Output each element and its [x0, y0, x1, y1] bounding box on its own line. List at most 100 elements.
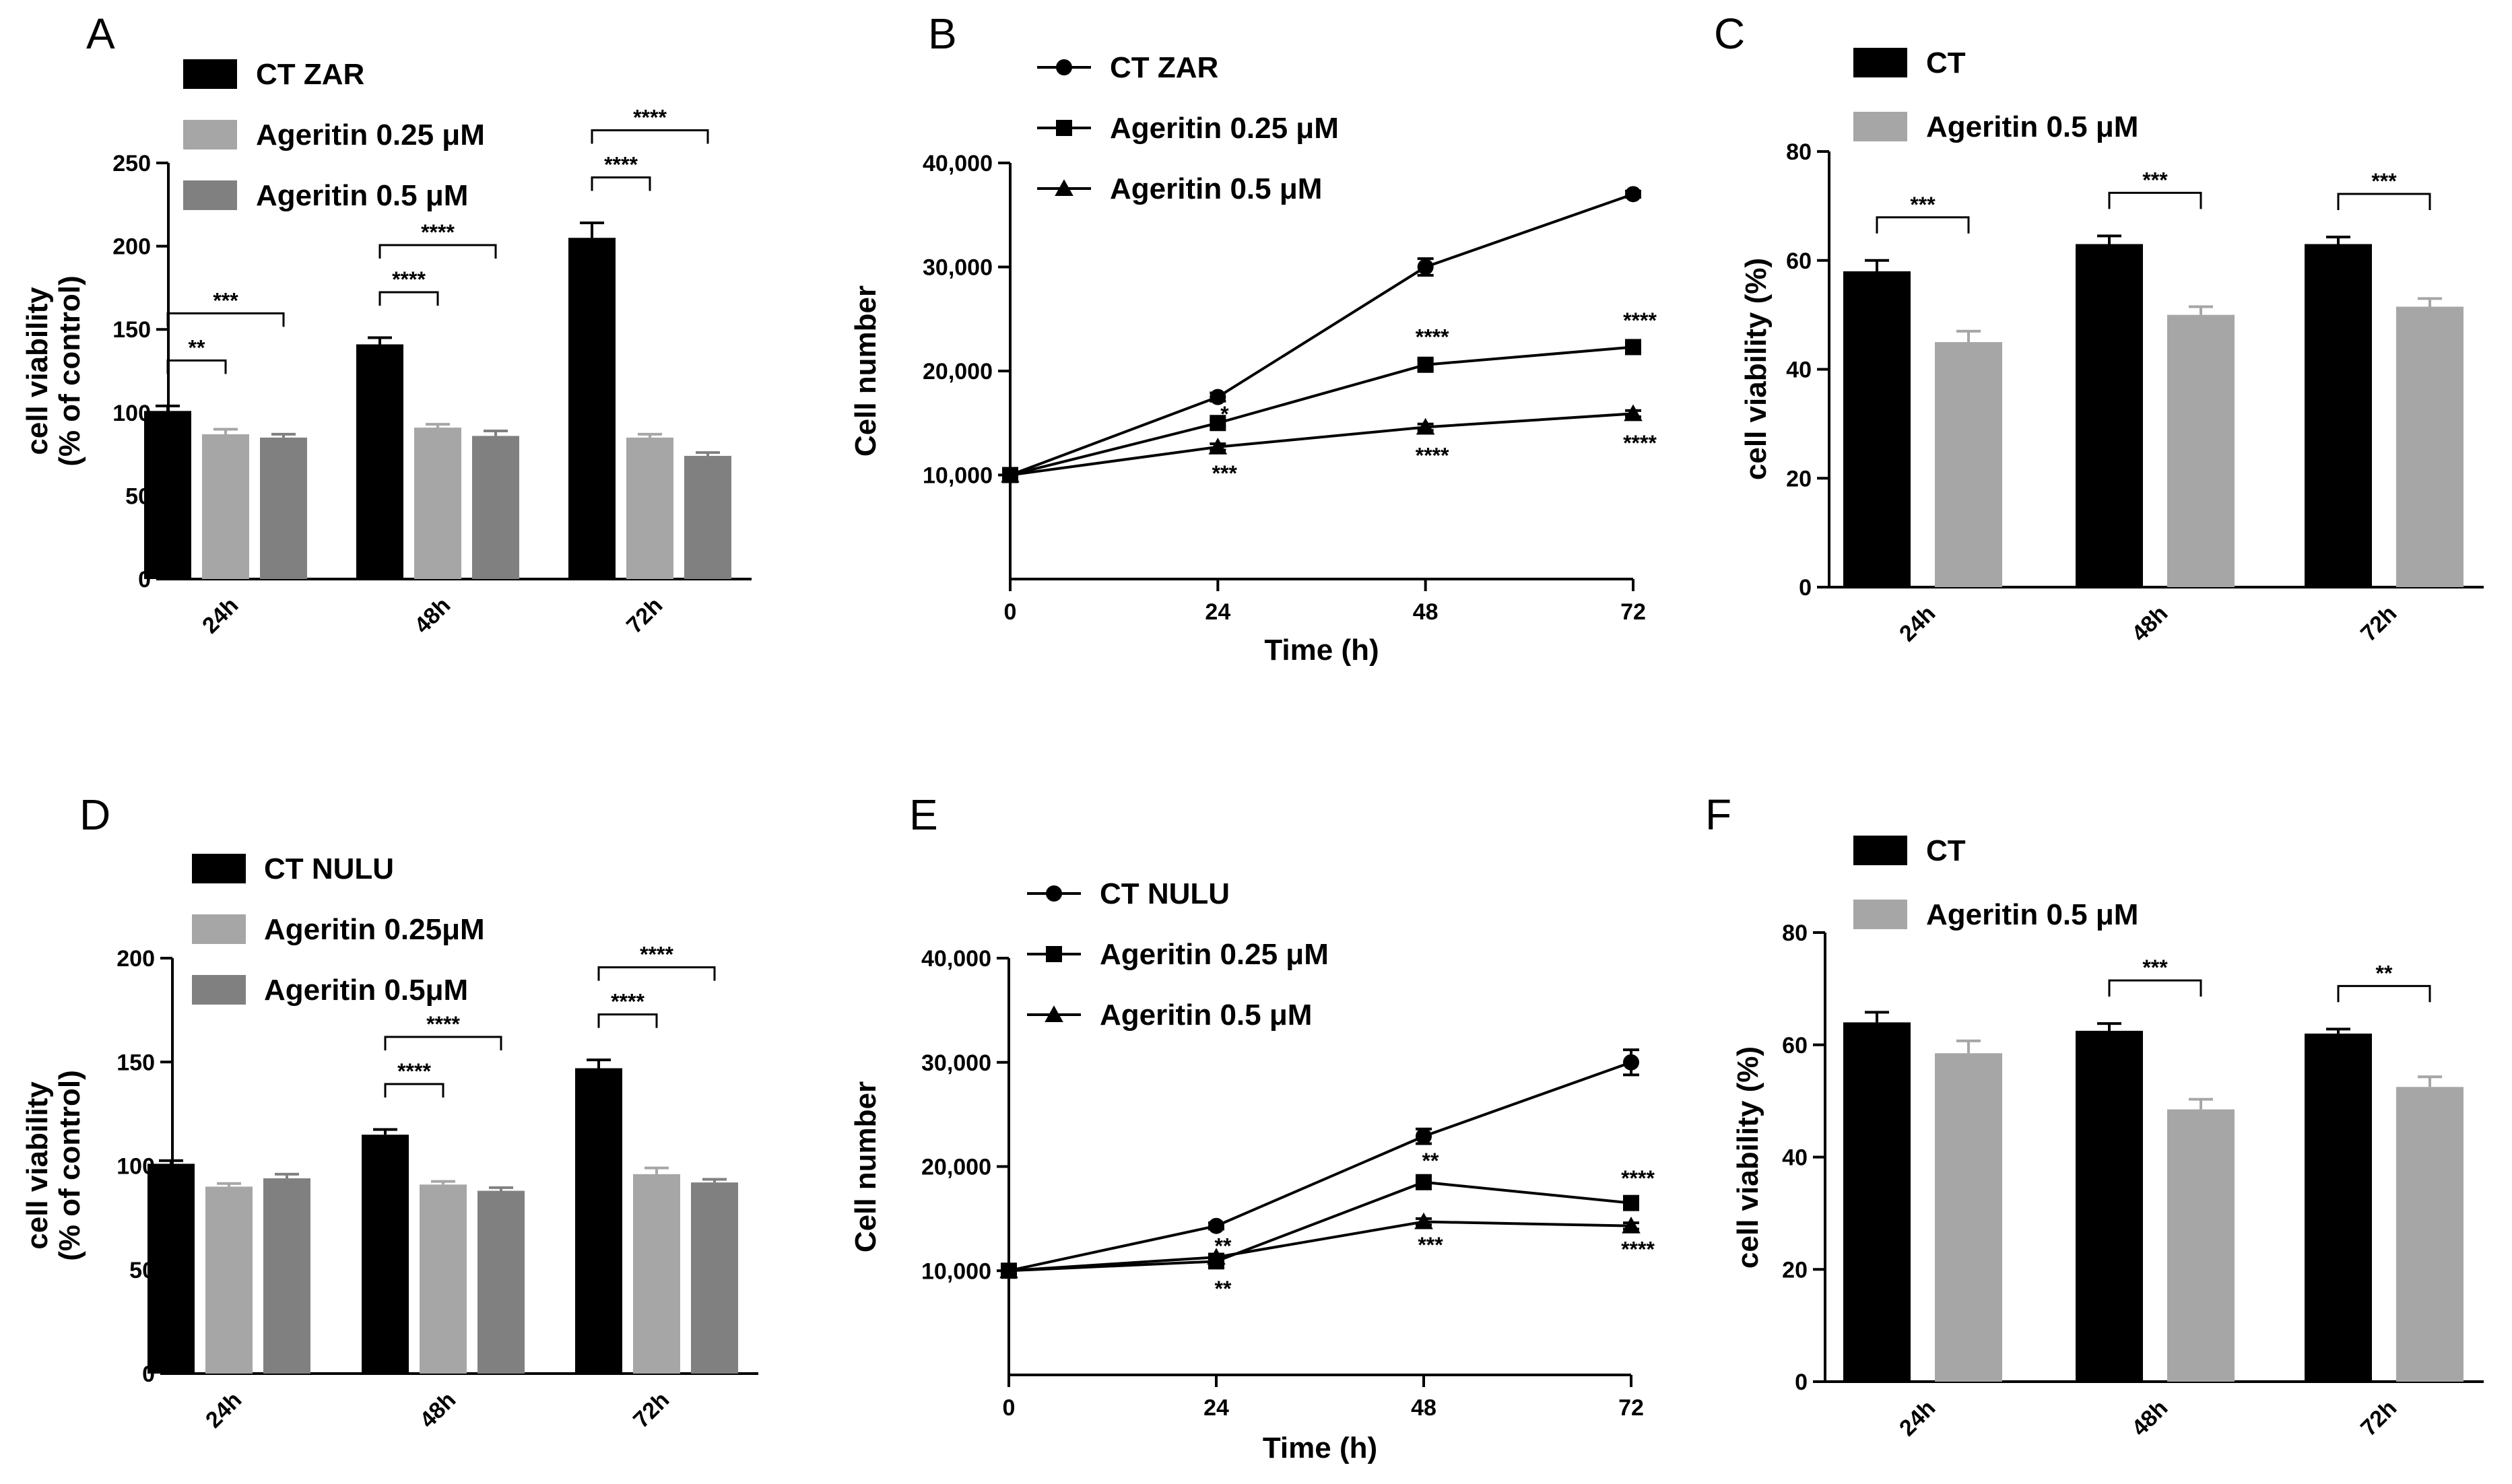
panel-a-letter: A	[86, 9, 115, 58]
bar-72h-1	[2396, 306, 2464, 587]
legend-swatch	[192, 975, 246, 1005]
point-square	[1625, 339, 1641, 356]
point-circle	[1416, 1128, 1432, 1145]
bar-48h-0	[2076, 244, 2143, 587]
legend-swatch	[1853, 112, 1907, 141]
bar-24h-2	[263, 1178, 310, 1374]
significance-label: ****	[604, 152, 638, 176]
panel-c: C 0 20 40 60 80 cell viability (%) 24h 48h 72h **…	[1714, 9, 2484, 646]
significance-label: ****	[397, 1059, 431, 1083]
y-tick-label: 40	[1782, 1145, 1808, 1171]
y-tick-label: 40,000	[923, 151, 993, 176]
significance-label: ***	[213, 288, 238, 312]
y-tick-label: 20	[1782, 1257, 1808, 1283]
significance-label: ***	[2142, 168, 2168, 192]
significance-label: ****	[1416, 325, 1449, 349]
significance-bracket	[378, 291, 439, 306]
y-tick-label: 10,000	[921, 1258, 991, 1284]
significance-label: ****	[1623, 308, 1657, 333]
point-triangle	[1207, 1248, 1226, 1265]
series-line-0	[1010, 193, 1634, 477]
x-tick-label: 48h	[2127, 1395, 2173, 1441]
significance-label: ****	[1623, 431, 1657, 455]
significance-bracket	[166, 359, 227, 374]
significance-bracket	[591, 176, 651, 191]
legend-label: CT	[1926, 46, 1966, 79]
legend-label: Ageritin 0.5 μM	[256, 179, 468, 212]
significance-label: ****	[1416, 444, 1449, 468]
panel-e: E 10,000 20,000 30,000 40,000 0 24 48 72 Cell nu…	[849, 790, 1655, 1464]
bar-24h-0	[147, 1163, 195, 1374]
panel-f-letter: F	[1705, 790, 1731, 839]
bar-72h-1	[626, 437, 673, 579]
legend-swatch	[1853, 900, 1907, 929]
legend-swatch	[183, 180, 237, 210]
significance-label: ****	[426, 1012, 460, 1036]
point-square	[1416, 1174, 1432, 1190]
x-axis-title: Time (h)	[1263, 1431, 1377, 1464]
legend-marker-triangle	[1045, 1005, 1063, 1023]
y-tick-label: 0	[1799, 575, 1812, 601]
bar-24h-0	[1843, 271, 1911, 587]
legend-label: Ageritin 0.5 μM	[1926, 898, 2138, 931]
y-axis-title: (% of control)	[53, 275, 86, 467]
y-axis-title: cell viability (%)	[1740, 258, 1773, 480]
significance-bracket	[2337, 984, 2431, 1003]
x-tick-label: 48h	[2127, 601, 2173, 646]
y-axis-title: Cell number	[849, 1081, 882, 1252]
point-triangle	[1622, 1216, 1641, 1234]
bar-48h-0	[2076, 1030, 2143, 1382]
bar-48h-2	[472, 436, 519, 579]
y-tick-label: 60	[1786, 248, 1812, 274]
point-circle	[1208, 1217, 1224, 1234]
bar-72h-2	[691, 1182, 738, 1374]
legend-marker-square	[1046, 946, 1062, 962]
legend-label: CT NULU	[264, 852, 394, 885]
y-tick-label: 150	[112, 317, 151, 343]
significance-label: **	[1215, 1234, 1232, 1258]
legend-label: Ageritin 0.25 μM	[256, 119, 485, 151]
bar-72h-1	[633, 1174, 680, 1374]
x-tick-label: 72	[1620, 599, 1646, 625]
legend-label: Ageritin 0.5μM	[264, 974, 468, 1007]
point-square	[1417, 356, 1434, 373]
bar-72h-0	[575, 1068, 622, 1374]
x-axis-title: Time (h)	[1264, 634, 1379, 667]
series-line-2	[1008, 1220, 1632, 1273]
significance-bracket	[2337, 193, 2431, 210]
bar-48h-1	[420, 1184, 467, 1374]
significance-bracket	[2108, 979, 2202, 997]
point-triangle	[1416, 417, 1435, 435]
x-tick-label: 0	[1003, 1395, 1016, 1421]
bar-24h-2	[260, 437, 307, 579]
bar-24h-0	[1843, 1022, 1911, 1382]
bar-48h-1	[414, 428, 461, 579]
significance-label: ***	[2371, 169, 2397, 193]
significance-bracket	[597, 1013, 658, 1028]
legend-swatch	[1853, 48, 1907, 77]
bar-48h-0	[356, 344, 403, 579]
significance-label: *	[1220, 402, 1229, 426]
bar-24h-1	[1935, 342, 2002, 587]
legend-marker-triangle	[1055, 179, 1073, 197]
bar-48h-1	[2167, 314, 2235, 587]
x-tick-label: 48h	[415, 1387, 461, 1433]
significance-label: ***	[2142, 955, 2168, 980]
significance-bracket	[1876, 216, 1970, 234]
significance-label: ****	[421, 220, 455, 244]
legend-label: CT ZAR	[256, 58, 364, 91]
legend-marker-circle	[1056, 59, 1072, 75]
x-tick-label: 24h	[1894, 601, 1940, 646]
legend-label: CT ZAR	[1110, 51, 1218, 84]
legend-marker-circle	[1046, 885, 1062, 902]
bar-72h-2	[684, 456, 731, 579]
point-square	[1210, 415, 1226, 432]
point-square	[1623, 1194, 1639, 1211]
y-tick-label: 250	[112, 151, 151, 176]
significance-label: ***	[1418, 1233, 1443, 1257]
x-tick-label: 72h	[628, 1387, 674, 1433]
y-axis-title: Cell number	[849, 285, 882, 457]
significance-label: ****	[640, 943, 673, 967]
